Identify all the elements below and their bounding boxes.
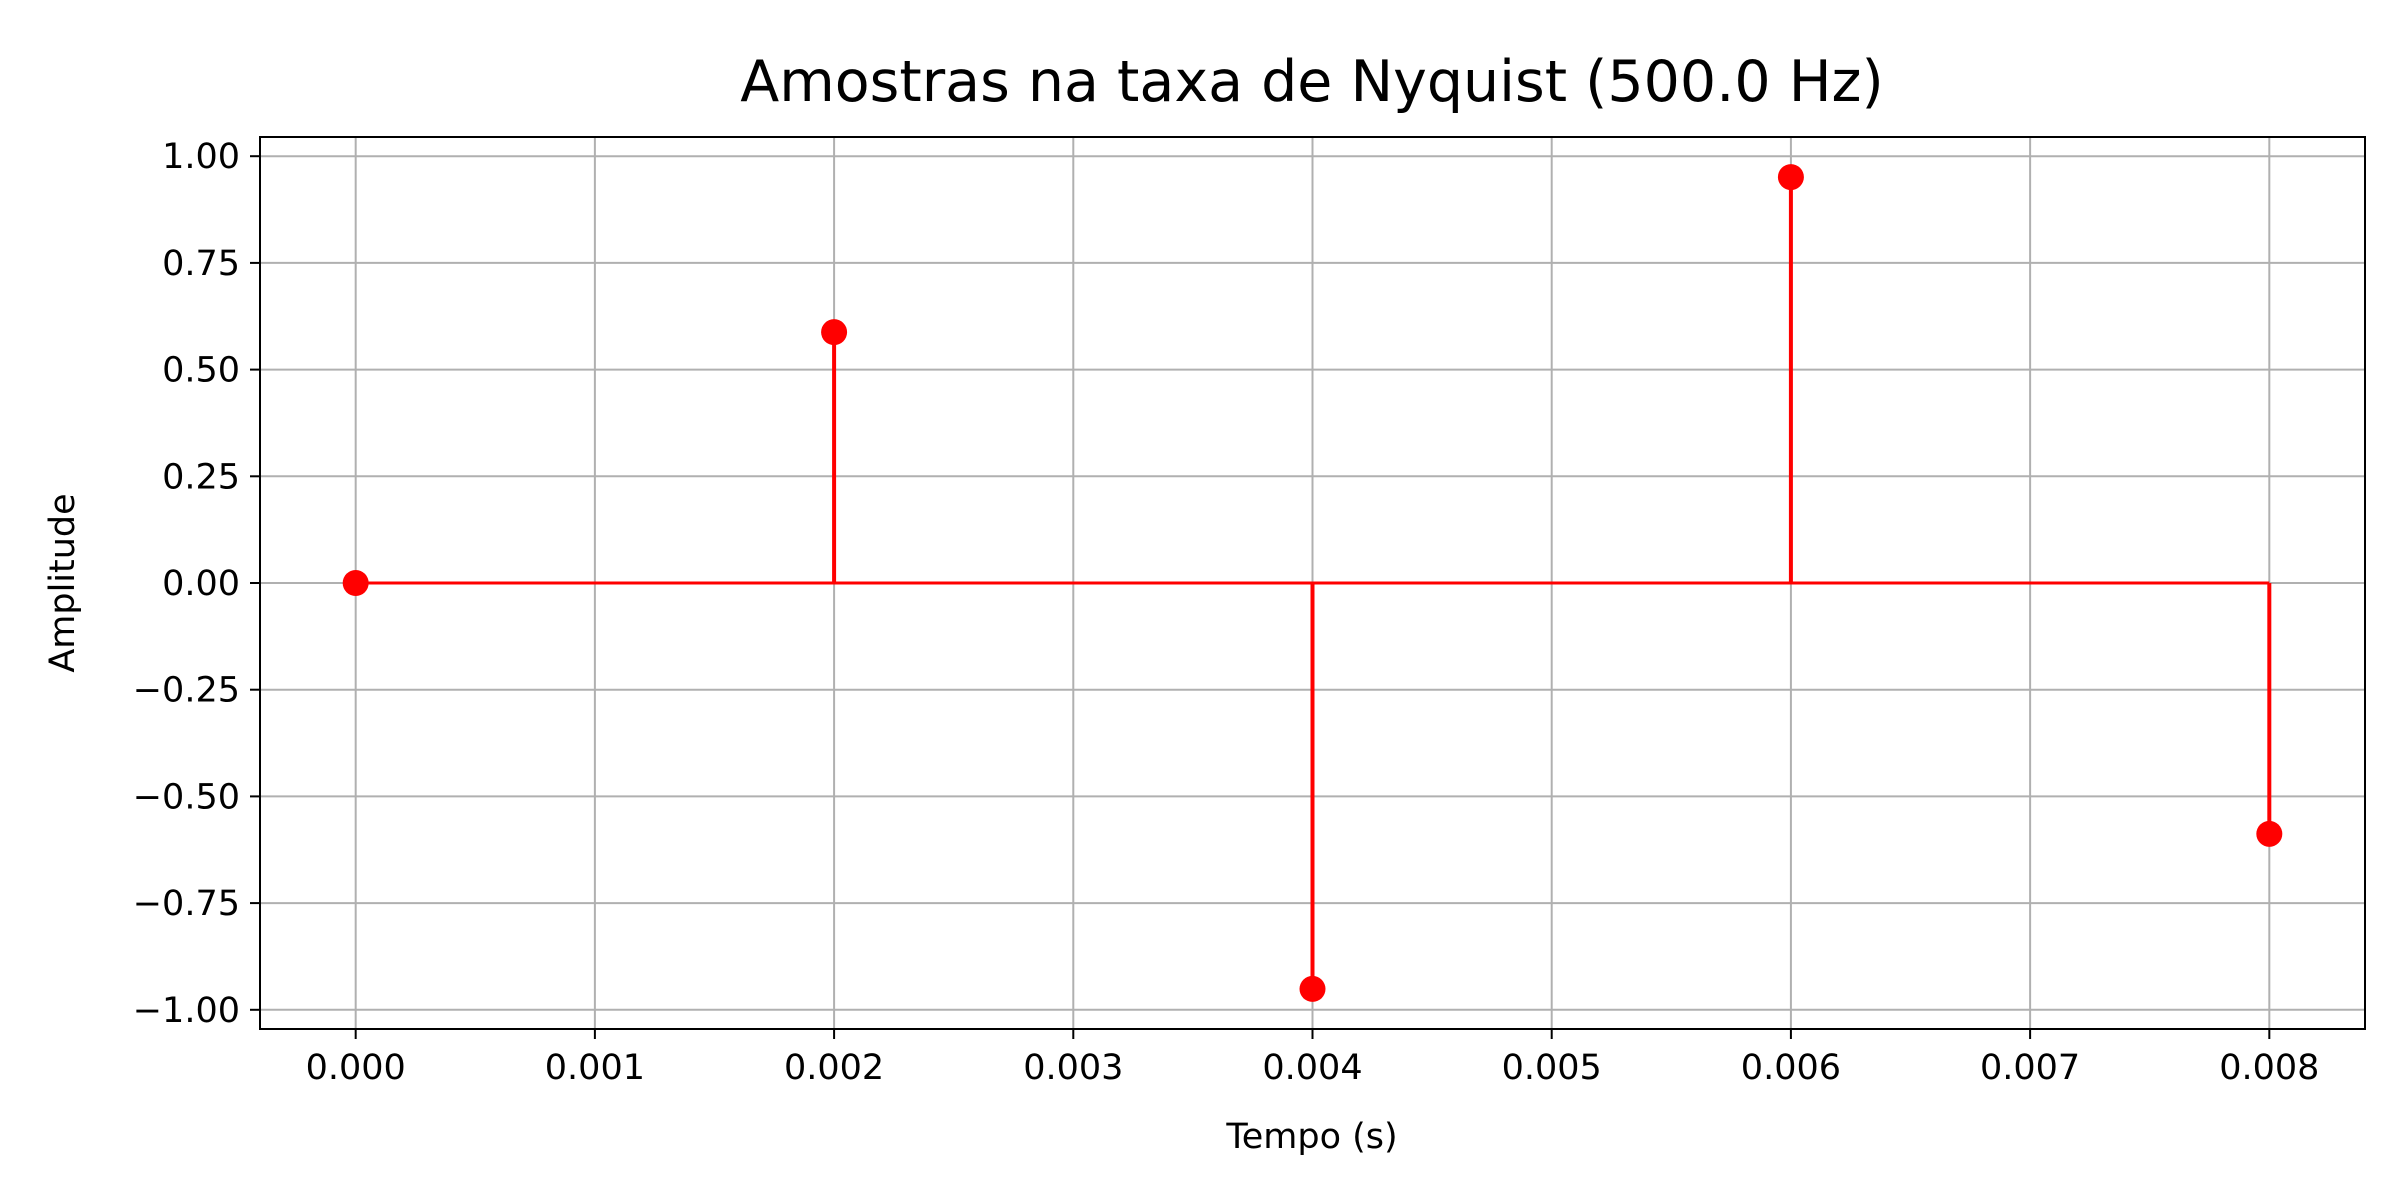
stem-marker xyxy=(2256,820,2283,847)
y-axis-label: Amplitude xyxy=(43,493,83,672)
chart-title: Amostras na taxa de Nyquist (500.0 Hz) xyxy=(740,49,1883,115)
y-tick-label: 0.50 xyxy=(162,351,240,391)
marker-layer xyxy=(342,164,2283,1002)
y-tick-label: 0.00 xyxy=(162,564,240,604)
x-tick-label: 0.007 xyxy=(1980,1048,2080,1088)
y-tick-label: 0.25 xyxy=(162,457,240,497)
x-tick-label: 0.006 xyxy=(1741,1048,1841,1088)
stem-layer xyxy=(832,177,2272,989)
y-tick-label: 1.00 xyxy=(162,137,240,177)
y-tick-label: −0.50 xyxy=(133,777,240,817)
x-tick-label: 0.002 xyxy=(784,1048,884,1088)
x-tick-label: 0.008 xyxy=(2219,1048,2319,1088)
x-tick-label: 0.003 xyxy=(1023,1048,1123,1088)
y-tick-label: 0.75 xyxy=(162,244,240,284)
stem-marker xyxy=(342,570,369,596)
tick-layer: 0.000 0.001 0.002 0.003 0.004 0.005 0.006 0.007… xyxy=(133,137,2320,1088)
x-tick-label: 0.000 xyxy=(306,1048,406,1088)
x-axis-label: Tempo (s) xyxy=(1225,1117,1397,1157)
stem-marker xyxy=(1299,975,1326,1002)
stem-marker xyxy=(821,319,848,346)
y-tick-label: −1.00 xyxy=(133,991,240,1031)
x-tick-label: 0.001 xyxy=(545,1048,645,1088)
y-tick-label: −0.25 xyxy=(133,671,240,711)
x-tick-label: 0.005 xyxy=(1502,1048,1602,1088)
stem-marker xyxy=(1777,164,1804,191)
x-tick-label: 0.004 xyxy=(1262,1048,1362,1088)
y-tick-label: −0.75 xyxy=(133,884,240,924)
